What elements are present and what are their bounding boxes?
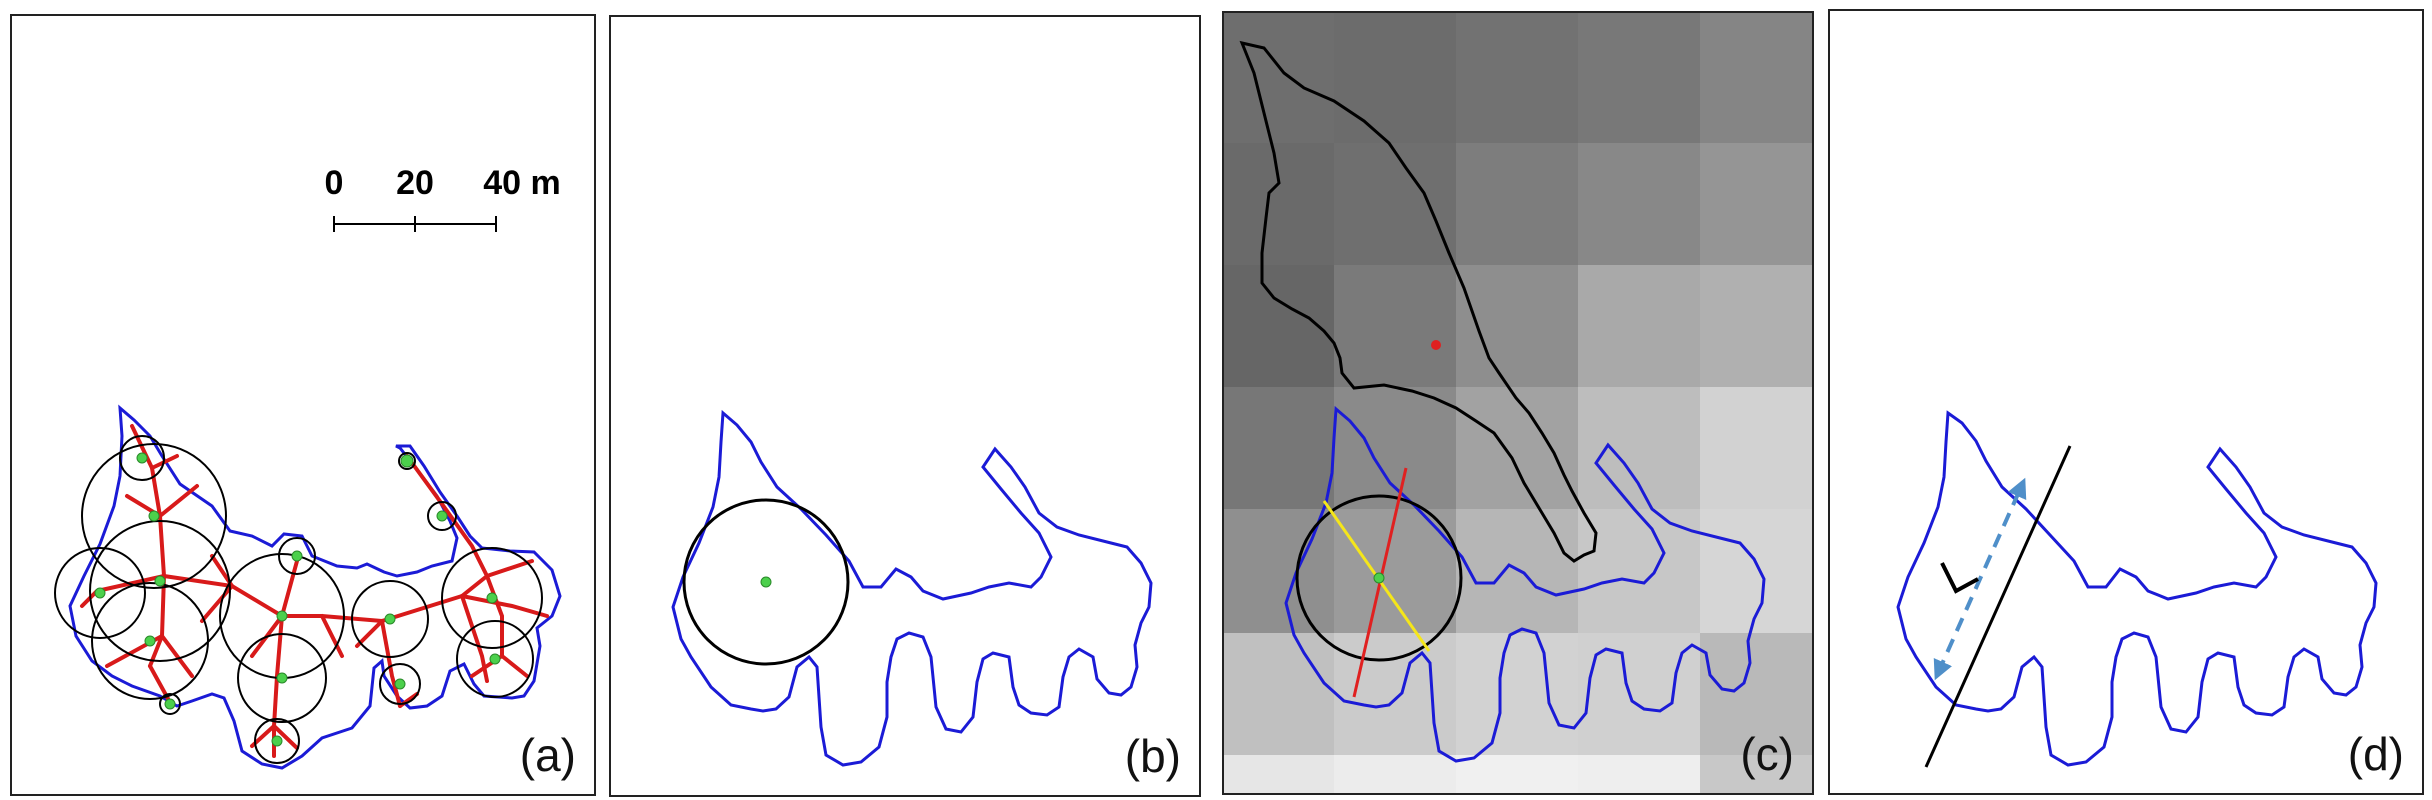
panel-a: 0 20 40 m [10,14,596,796]
scale-tick-20: 20 [396,164,434,202]
scale-tick-0: 0 [325,164,344,202]
scale-bar: 0 20 40 m [325,164,561,232]
max-inscribed-circle [682,498,850,666]
skeleton [80,424,549,758]
panel-b-figure [671,409,1153,767]
shape-outline [1284,405,1766,763]
max-inscribed-circle [1295,494,1463,662]
shadow-polygon [1239,40,1598,563]
shape-outline [1896,410,2378,767]
shape-outline [68,404,562,770]
circle-centers [94,452,501,747]
circle-center [760,576,772,588]
panel-a-figure: 0 20 40 m [54,164,562,770]
tangent-line [1924,445,2072,768]
inscribed-circles [54,435,543,764]
shape-outline [671,409,1153,767]
width-arrow [1933,477,2027,681]
raster-grid [1224,13,1812,793]
circle-center [1373,572,1385,584]
panel-b: (b) [609,15,1201,797]
panel-b-label: (b) [1124,730,1181,782]
red-point [1431,340,1441,350]
panel-a-label: (a) [519,729,576,781]
panel-d-label: (d) [2347,728,2404,780]
panel-c-figure [1224,13,1812,793]
panel-d: (d) [1828,9,2424,795]
panel-c: (c) [1222,11,1814,795]
right-angle-marker [1940,562,1979,594]
scale-tick-40m: 40 m [483,164,561,202]
panel-c-label: (c) [1740,728,1794,780]
panel-d-figure [1896,410,2378,768]
